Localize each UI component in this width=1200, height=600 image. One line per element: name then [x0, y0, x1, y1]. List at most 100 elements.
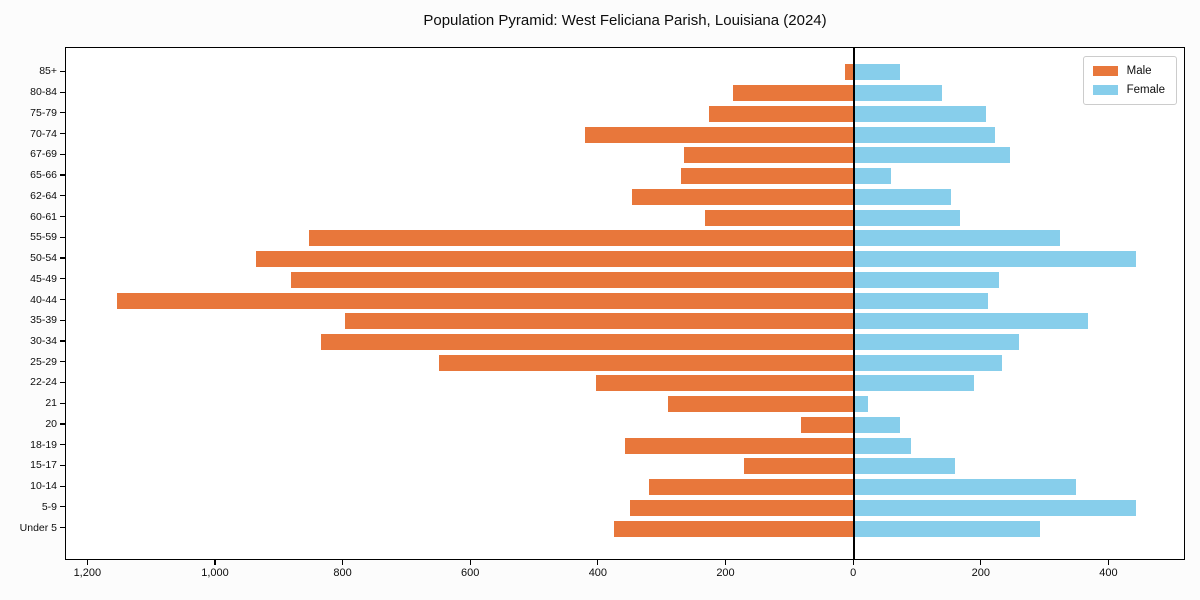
legend-label-female: Female [1126, 84, 1165, 96]
male-bar [743, 458, 855, 475]
female-bar [854, 209, 961, 226]
female-bar [854, 126, 996, 143]
y-tick-label: 75-79 [30, 106, 57, 119]
y-tick-mark [60, 381, 65, 384]
y-tick-mark [60, 464, 65, 466]
female-bar [854, 271, 999, 288]
female-bar [854, 64, 901, 81]
y-tick-label: 85+ [39, 65, 57, 78]
y-tick-mark [60, 340, 65, 342]
male-bar [667, 396, 855, 413]
y-tick-label: 21 [45, 397, 57, 410]
y-tick-label: 80-84 [30, 86, 57, 99]
male-bar [321, 333, 855, 350]
y-tick-mark [60, 70, 65, 72]
plot-area: Male Female [65, 47, 1185, 560]
y-tick-mark [60, 319, 65, 321]
y-tick-label: 30-34 [30, 334, 57, 347]
male-bar [585, 126, 855, 143]
y-tick-mark [60, 215, 65, 218]
y-tick-mark [60, 91, 65, 93]
x-tick-mark [1107, 560, 1109, 565]
y-tick-label: 35-39 [30, 314, 57, 327]
male-bar [344, 313, 855, 330]
y-tick-label: 55-59 [30, 231, 57, 244]
legend: Male Female [1082, 56, 1177, 105]
y-tick-label: 60-61 [30, 210, 57, 223]
male-bar [680, 168, 855, 185]
x-tick-label: 400 [1099, 567, 1118, 579]
y-tick-mark [60, 423, 65, 425]
female-bar [854, 313, 1089, 330]
legend-item-female: Female [1092, 84, 1165, 96]
x-tick-label: 800 [333, 567, 352, 579]
female-bar [854, 251, 1137, 268]
female-bar [854, 416, 901, 433]
y-tick-mark [60, 153, 65, 155]
male-bar [596, 375, 855, 392]
y-tick-mark [60, 361, 65, 363]
female-bar [854, 520, 1041, 537]
x-tick-mark [342, 560, 344, 565]
y-tick-label: 10-14 [30, 480, 57, 493]
female-bar [854, 188, 952, 205]
male-bar [732, 85, 855, 102]
y-tick-label: 67-69 [30, 148, 57, 161]
x-tick-mark [86, 560, 88, 565]
female-bar [854, 458, 955, 475]
x-tick-mark [724, 560, 727, 565]
female-bar [854, 105, 987, 122]
y-tick-label: 15-17 [30, 459, 57, 472]
x-tick-mark [597, 560, 599, 565]
female-bar [854, 499, 1136, 516]
y-tick-label: 45-49 [30, 272, 57, 285]
y-tick-label: 25-29 [30, 355, 57, 368]
y-tick-mark [60, 298, 65, 301]
male-bar [117, 292, 855, 309]
x-tick-label: 600 [461, 567, 480, 579]
male-bar [683, 147, 855, 164]
male-bar [801, 416, 855, 433]
x-tick-mark [980, 560, 982, 565]
female-bar [854, 168, 892, 185]
male-bar [625, 437, 855, 454]
male-bar [308, 230, 855, 247]
female-bar [854, 396, 869, 413]
y-tick-mark [60, 444, 65, 446]
y-tick-label: 22-24 [30, 376, 57, 389]
male-bar [255, 251, 855, 268]
y-tick-label: Under 5 [19, 521, 57, 534]
y-tick-mark [60, 506, 65, 508]
x-tick-label: 1,000 [201, 567, 229, 579]
y-tick-mark [60, 174, 65, 176]
male-bar [290, 271, 855, 288]
x-tick-label: 400 [588, 567, 608, 579]
female-swatch-icon [1092, 85, 1118, 95]
male-bar [649, 479, 855, 496]
female-bar [854, 147, 1011, 164]
male-bar [630, 499, 855, 516]
female-bar [854, 375, 975, 392]
x-tick-mark [214, 560, 216, 565]
female-bar [854, 333, 1020, 350]
x-tick-mark [469, 560, 471, 565]
male-bar [708, 105, 855, 122]
y-tick-label: 65-66 [30, 169, 57, 182]
female-bar [854, 354, 1002, 371]
y-tick-label: 5-9 [41, 500, 57, 513]
female-bar [854, 85, 943, 102]
x-tick-mark [852, 560, 854, 565]
x-tick-label: 1,200 [73, 567, 102, 579]
male-swatch-icon [1092, 66, 1118, 76]
legend-item-male: Male [1092, 65, 1165, 77]
y-tick-label: 18-19 [30, 438, 57, 451]
y-tick-mark [60, 236, 65, 238]
zero-axis-line [853, 48, 855, 559]
x-tick-label: 200 [971, 567, 990, 579]
legend-label-male: Male [1126, 65, 1152, 77]
male-bar [614, 520, 855, 537]
y-tick-mark [60, 278, 65, 280]
y-tick-mark [60, 112, 65, 114]
y-tick-mark [60, 257, 65, 259]
male-bar [845, 64, 855, 81]
